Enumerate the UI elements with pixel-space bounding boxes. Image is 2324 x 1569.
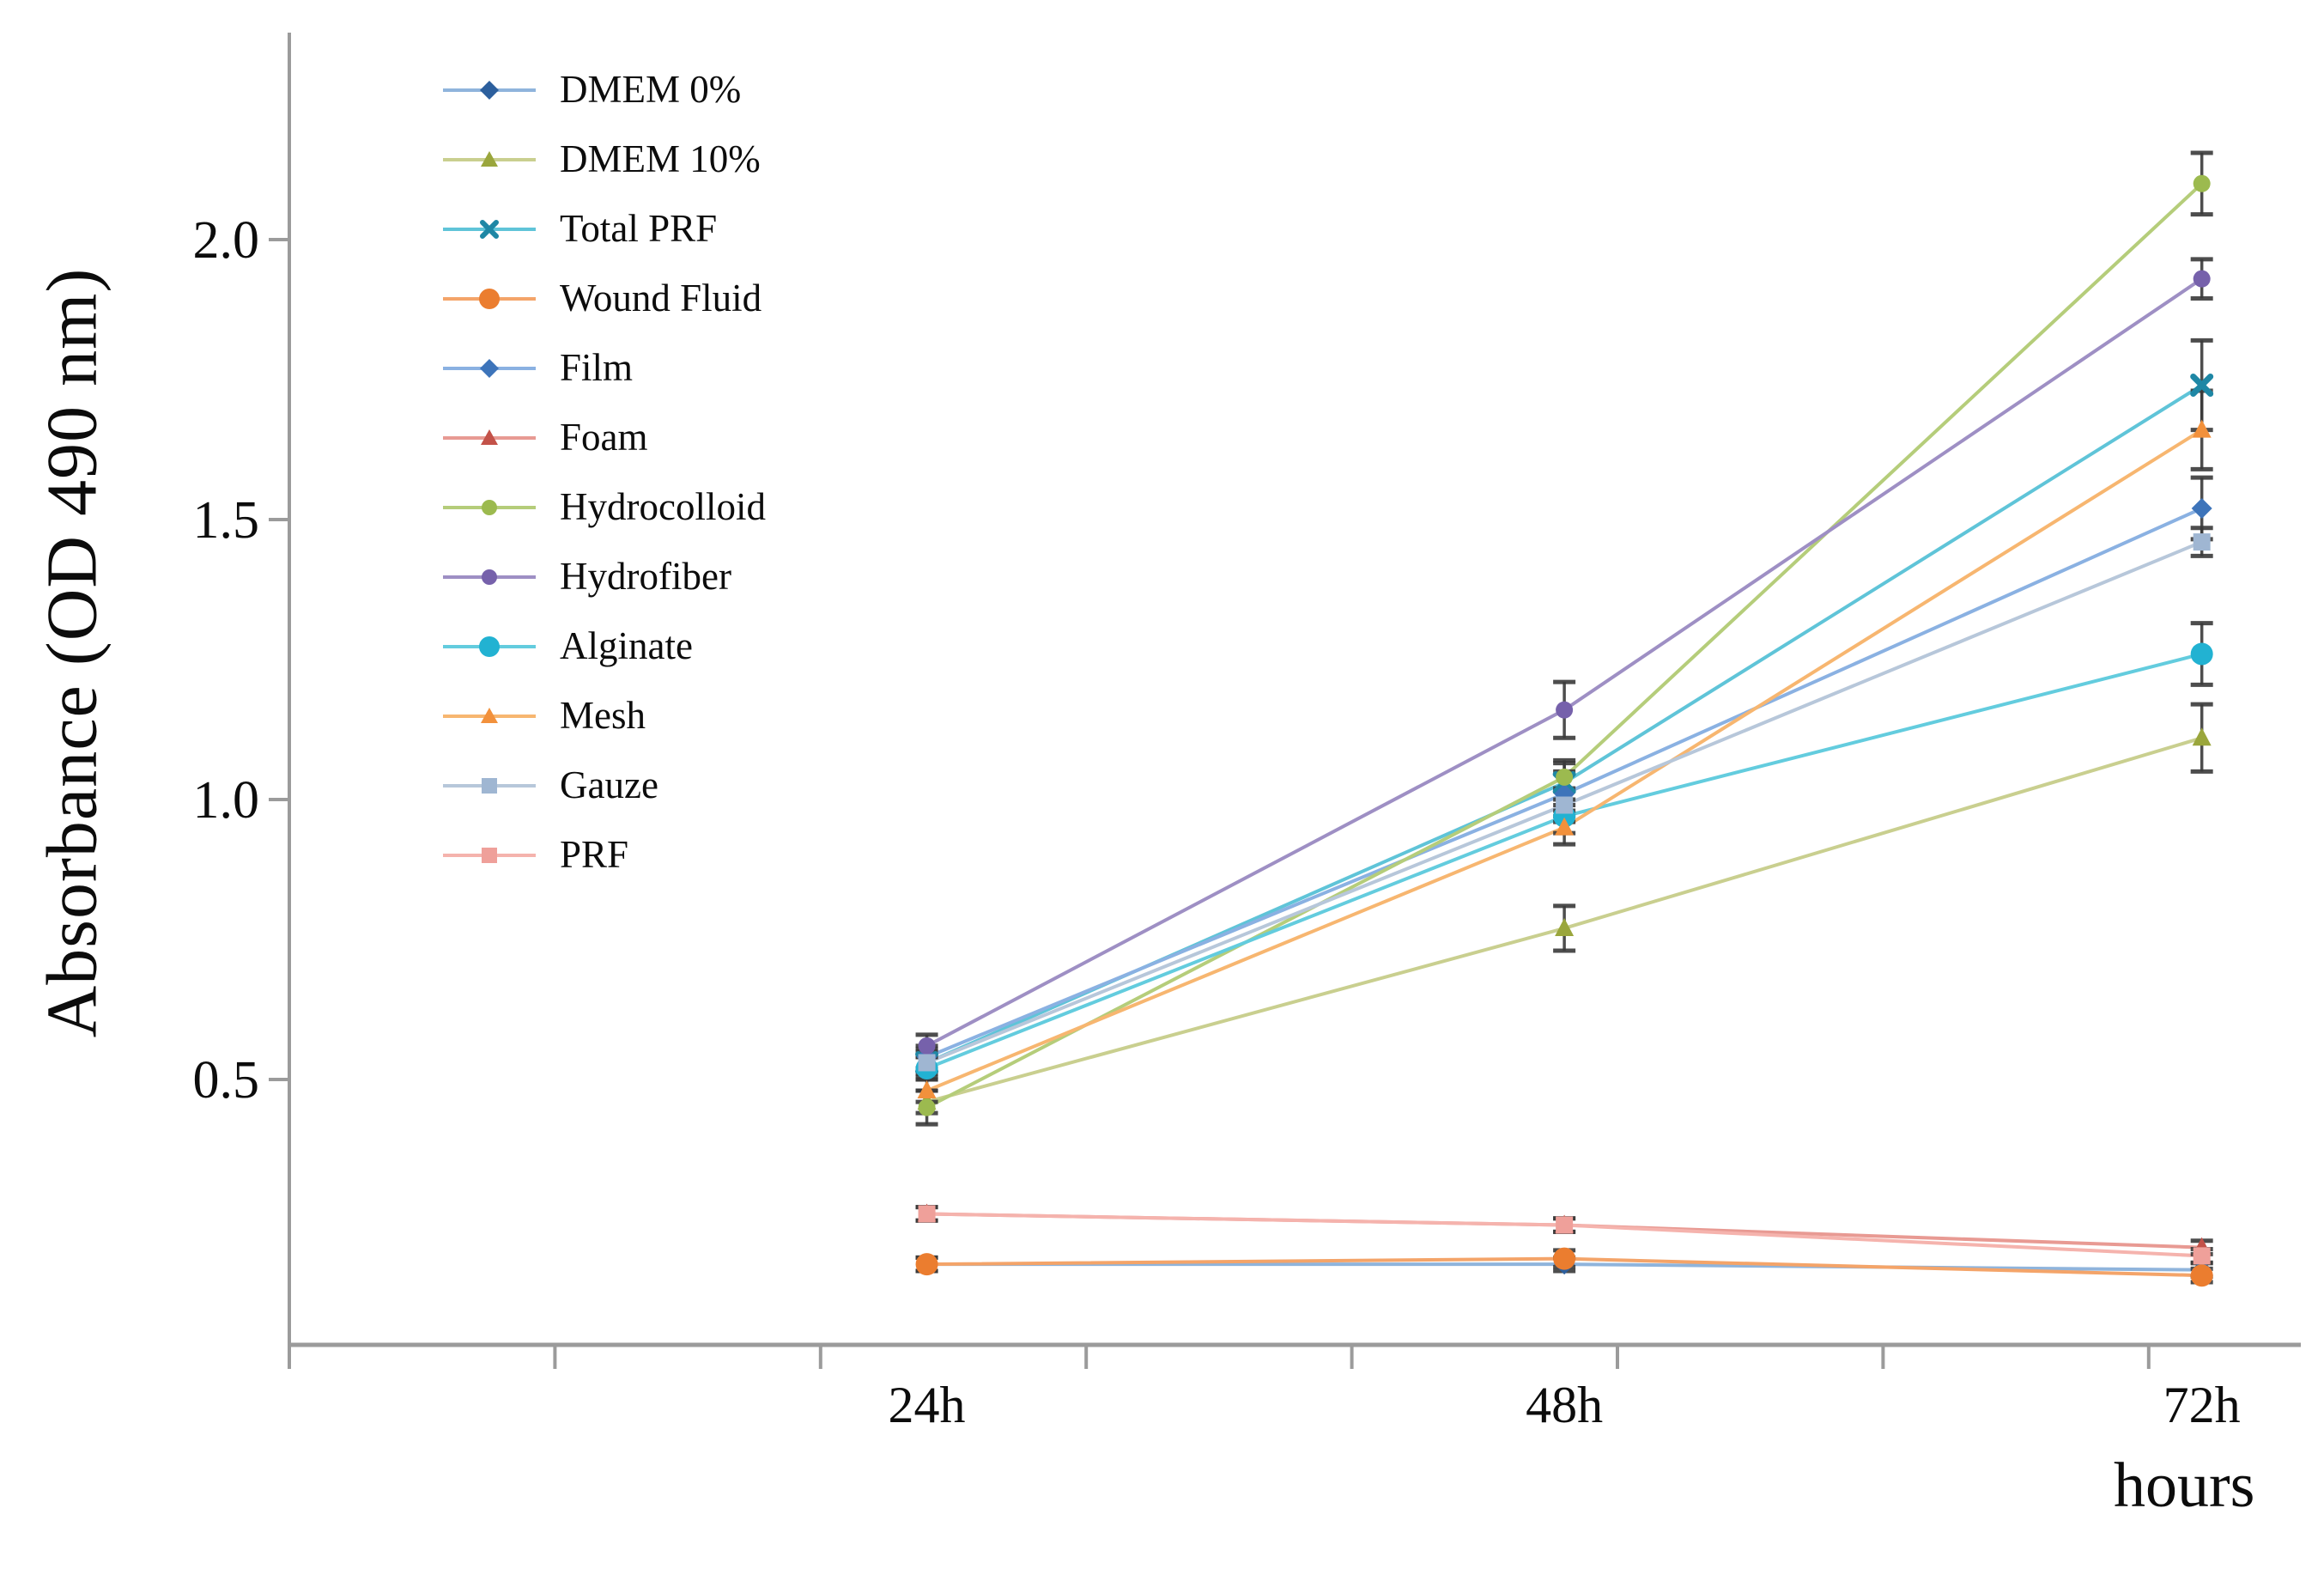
series-gauze-marker [1556, 796, 1574, 814]
series-dmem-10--marker [2192, 727, 2212, 746]
y-axis-title: Absorbance (OD 490 nm) [32, 267, 112, 1038]
series-mesh-marker [2192, 419, 2212, 438]
legend-item-dmem-0-: DMEM 0% [441, 55, 766, 125]
x-tick-label: 24h [889, 1377, 966, 1433]
series-prf-marker [1556, 1216, 1574, 1234]
y-tick-label: 0.5 [193, 1051, 260, 1110]
legend-marker-mesh [481, 707, 498, 723]
legend-label-alginate: Alginate [560, 624, 693, 667]
legend-label-gauze: Gauze [560, 763, 658, 806]
series-hydrocolloid-marker [2193, 174, 2211, 192]
legend-key-hydrofiber [443, 569, 536, 585]
y-tick-label: 1.5 [193, 491, 260, 550]
legend-marker-film [480, 358, 499, 378]
legend-item-mesh: Mesh [441, 681, 766, 751]
series-dmem-10--marker [1555, 917, 1575, 936]
legend-label-hydrocolloid: Hydrocolloid [560, 485, 766, 528]
x-axis-unit-label: hours [2114, 1450, 2255, 1521]
series-line-hydrocolloid [925, 182, 2204, 1110]
series-wound-fluid-marker [1553, 1247, 1576, 1270]
series-prf-marker [918, 1205, 936, 1223]
series-hydrofiber-marker [1556, 701, 1574, 719]
legend-marker-wound-fluid [479, 288, 500, 309]
series-mesh-marker [1555, 817, 1575, 836]
x-tick-label: 72h [2163, 1377, 2241, 1433]
legend-label-total-prf: Total PRF [560, 207, 718, 250]
legend-item-dmem-10-: DMEM 10% [441, 125, 766, 194]
legend-item-film: Film [441, 333, 766, 403]
legend-marker-gauze [482, 777, 497, 794]
legend-label-mesh: Mesh [560, 694, 646, 737]
series-gauze-marker [2193, 533, 2211, 551]
legend-marker-hydrocolloid [482, 499, 497, 515]
legend-marker-foam [481, 429, 498, 445]
series-alginate-marker [2190, 642, 2213, 666]
legend-item-total-prf: Total PRF [441, 194, 766, 264]
legend-label-dmem-10-: DMEM 10% [560, 137, 761, 180]
series-gauze-marker [918, 1054, 936, 1072]
series-film-marker [2191, 497, 2212, 519]
legend-label-dmem-0-: DMEM 0% [560, 68, 742, 111]
legend-key-gauze [443, 777, 536, 794]
legend-key-total-prf [443, 219, 536, 239]
legend: DMEM 0% DMEM 10% Total PRF Wound Fluid Film F… [441, 55, 766, 890]
series-wound-fluid-marker [915, 1253, 938, 1276]
series-hydrocolloid-marker [918, 1098, 936, 1116]
legend-label-film: Film [560, 346, 634, 389]
legend-marker-alginate [479, 636, 500, 657]
legend-key-dmem-0- [443, 80, 536, 100]
legend-key-hydrocolloid [443, 499, 536, 515]
legend-marker-prf [482, 847, 497, 863]
legend-key-film [443, 358, 536, 378]
legend-key-foam [443, 429, 536, 445]
series-hydrocolloid-marker [1556, 768, 1574, 786]
legend-item-hydrocolloid: Hydrocolloid [441, 472, 766, 542]
legend-marker-dmem-10- [481, 150, 498, 167]
legend-item-prf: PRF [441, 820, 766, 890]
legend-key-wound-fluid [443, 288, 536, 309]
legend-key-prf [443, 847, 536, 863]
y-tick-label: 1.0 [193, 771, 260, 830]
series-hydrofiber-marker [918, 1037, 936, 1055]
series-total-prf-marker [2190, 374, 2214, 398]
y-tick-label: 2.0 [193, 211, 260, 270]
legend-key-mesh [443, 707, 536, 723]
legend-item-hydrofiber: Hydrofiber [441, 542, 766, 611]
legend-marker-hydrofiber [482, 569, 497, 585]
legend-label-wound-fluid: Wound Fluid [560, 277, 762, 319]
legend-marker-total-prf [480, 219, 499, 239]
legend-label-prf: PRF [560, 833, 629, 876]
legend-item-foam: Foam [441, 403, 766, 472]
series-prf-marker [2193, 1247, 2211, 1265]
legend-label-hydrofiber: Hydrofiber [560, 555, 731, 598]
series-wound-fluid-marker [2190, 1264, 2213, 1287]
legend-item-gauze: Gauze [441, 751, 766, 820]
legend-item-wound-fluid: Wound Fluid [441, 264, 766, 333]
series-hydrofiber-marker [2193, 270, 2211, 288]
x-tick-label: 48h [1526, 1377, 1603, 1433]
series-mesh-marker [917, 1080, 937, 1099]
legend-label-foam: Foam [560, 416, 648, 459]
legend-item-alginate: Alginate [441, 611, 766, 681]
legend-key-dmem-10- [443, 150, 536, 167]
legend-key-alginate [443, 636, 536, 657]
legend-marker-dmem-0- [480, 80, 499, 100]
